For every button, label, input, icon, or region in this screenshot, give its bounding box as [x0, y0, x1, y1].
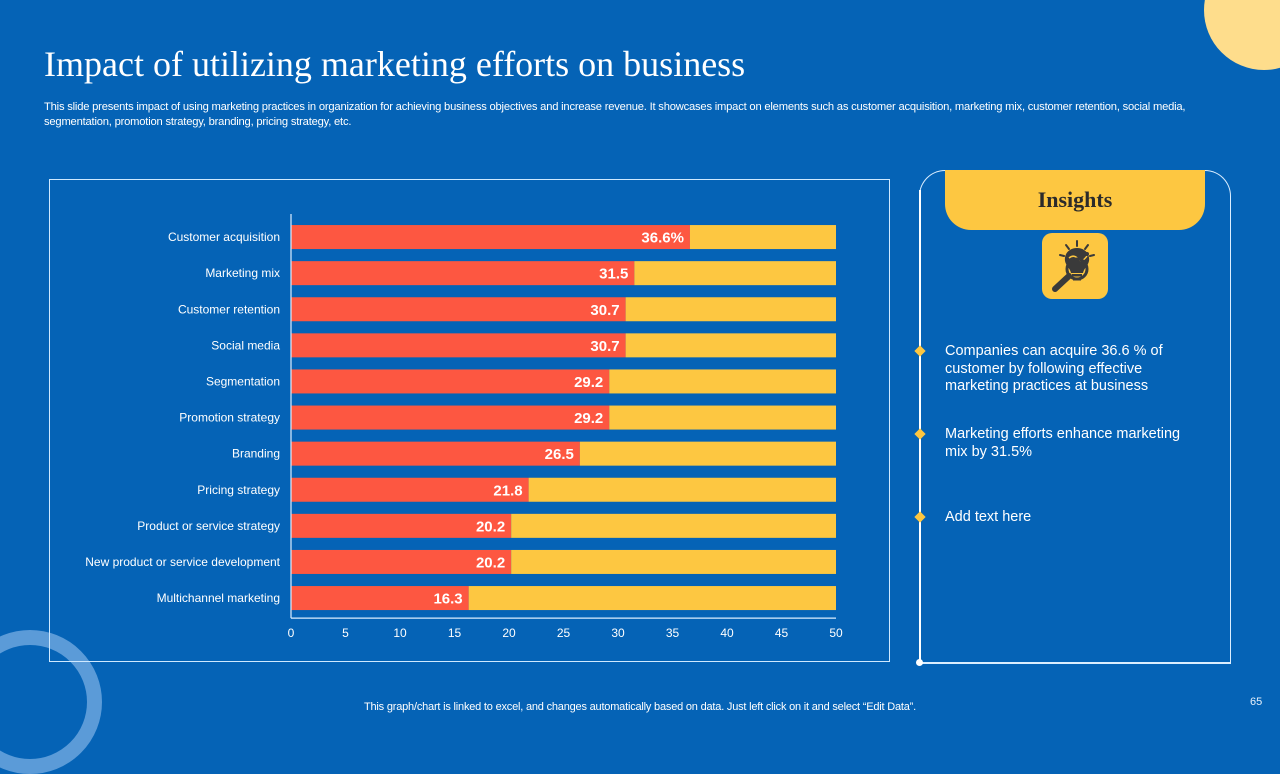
- bar-value: [291, 513, 512, 538]
- data-label: 21.8: [493, 482, 522, 499]
- footer-note: This graph/chart is linked to excel, and…: [364, 701, 916, 713]
- bar-remainder: [625, 333, 836, 358]
- x-tick-label: 5: [342, 626, 349, 640]
- category-label: Multichannel marketing: [157, 591, 280, 605]
- category-label: Branding: [232, 447, 280, 461]
- insights-header: Insights: [945, 170, 1205, 230]
- bar-value: [291, 297, 626, 322]
- insight-item-3: Add text here: [945, 509, 1032, 525]
- bar-value: [291, 586, 469, 611]
- category-label: Customer retention: [178, 302, 280, 316]
- insights-panel-bottom-border: [919, 662, 1231, 664]
- category-label: Marketing mix: [205, 266, 280, 280]
- bar-value: [291, 225, 690, 250]
- insights-timeline-line: [919, 190, 921, 663]
- bar-value: [291, 261, 635, 286]
- page-number: 65: [1250, 696, 1263, 708]
- timeline-end-dot: [916, 659, 923, 666]
- bar-remainder: [511, 549, 836, 574]
- x-tick-label: 50: [829, 626, 843, 640]
- data-label: 36.6%: [641, 230, 684, 247]
- data-label: 31.5: [599, 266, 628, 283]
- insight-item-1: Companies can acquire 36.6 % of customer…: [945, 343, 1163, 394]
- lightbulb-magnifier-icon: [1042, 233, 1108, 299]
- category-label: Segmentation: [206, 374, 280, 388]
- bar-value: [291, 333, 626, 358]
- chart-frame[interactable]: Customer acquisition 36.6% Marketing mix 31…: [49, 179, 890, 662]
- x-tick-label: 25: [557, 626, 571, 640]
- bar-remainder: [468, 586, 836, 611]
- slide-subtitle: This slide presents impact of using mark…: [44, 101, 1186, 128]
- bar-remainder: [634, 261, 836, 286]
- x-tick-label: 30: [611, 626, 625, 640]
- data-label: 29.2: [574, 410, 603, 427]
- bar-remainder: [609, 405, 836, 430]
- x-tick-label: 45: [775, 626, 789, 640]
- bar-remainder: [511, 513, 836, 538]
- x-tick-label: 10: [393, 626, 407, 640]
- bar-value: [291, 477, 529, 502]
- insight-item-2: Marketing efforts enhance marketing mix …: [945, 426, 1181, 460]
- bar-value: [291, 405, 610, 430]
- data-label: 30.7: [590, 302, 619, 319]
- bar-remainder: [625, 297, 836, 322]
- data-label: 16.3: [433, 591, 462, 608]
- bar-remainder: [579, 441, 836, 466]
- category-label: Pricing strategy: [197, 483, 280, 497]
- x-tick-label: 40: [720, 626, 734, 640]
- bar-chart: Customer acquisition 36.6% Marketing mix 31…: [85, 214, 843, 640]
- category-label: Product or service strategy: [137, 519, 280, 533]
- category-label: Social media: [211, 338, 280, 352]
- x-tick-label: 35: [666, 626, 680, 640]
- decorative-circle-top-right: [1204, 0, 1280, 70]
- bar-remainder: [609, 369, 836, 394]
- data-label: 20.2: [476, 518, 505, 535]
- bar-value: [291, 441, 580, 466]
- x-tick-label: 20: [502, 626, 516, 640]
- data-label: 29.2: [574, 374, 603, 391]
- bar-value: [291, 369, 610, 394]
- slide-title: Impact of utilizing marketing efforts on…: [44, 44, 746, 84]
- bar-value: [291, 549, 512, 574]
- x-tick-label: 15: [448, 626, 462, 640]
- category-label: Promotion strategy: [179, 411, 280, 425]
- bar-remainder: [528, 477, 836, 502]
- category-label: New product or service development: [85, 555, 280, 569]
- data-label: 26.5: [545, 446, 574, 463]
- data-label: 20.2: [476, 554, 505, 571]
- data-label: 30.7: [590, 338, 619, 355]
- category-label: Customer acquisition: [168, 230, 280, 244]
- x-tick-label: 0: [288, 626, 295, 640]
- bar-remainder: [689, 225, 836, 250]
